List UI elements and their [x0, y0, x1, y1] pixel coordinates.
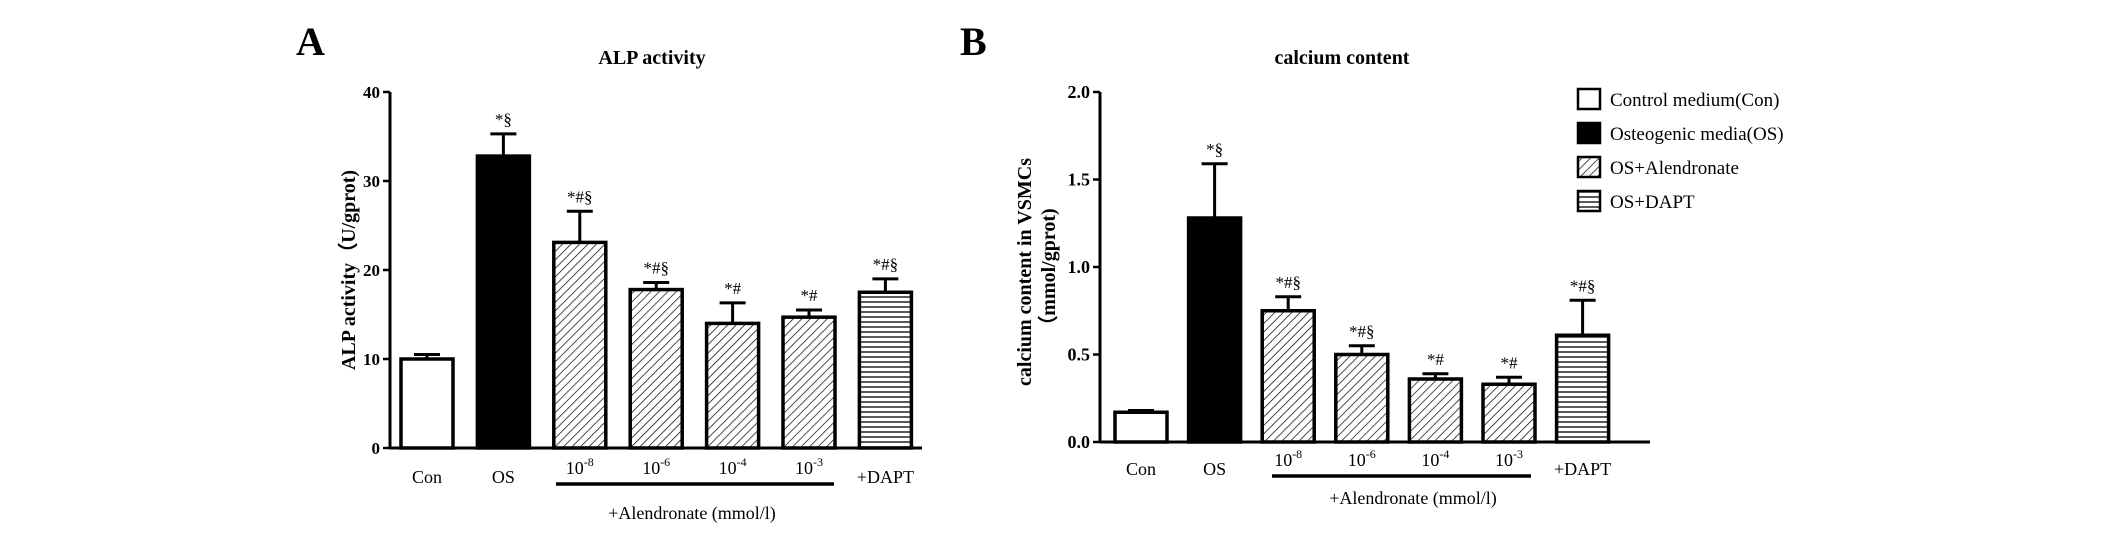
- chart-a-title: ALP activity: [598, 47, 705, 69]
- chart-b-title: calcium content: [1275, 47, 1410, 69]
- legend-swatch: [1576, 155, 1602, 179]
- chart-b-significance-label: *#§: [1570, 276, 1596, 295]
- chart-b-group-label: +Alendronate (mmol/l): [1329, 488, 1497, 509]
- chart-a-significance-label: *#§: [873, 255, 899, 274]
- chart-a-y-tick-label: 10: [363, 350, 380, 369]
- chart-a-category-label: Con: [412, 467, 442, 487]
- chart-b-bar: [1113, 410, 1169, 444]
- chart-b-ylabel-unit: （mmol/gprot): [1037, 208, 1060, 335]
- chart-a-category-label: 10-6: [642, 455, 670, 478]
- chart-b-category-label: 10-6: [1348, 447, 1376, 470]
- chart-b-significance-label: *§: [1206, 140, 1223, 159]
- chart-a-bar: [552, 240, 608, 450]
- chart-a-category-label: 10-4: [719, 455, 747, 478]
- legend-label: OS+DAPT: [1610, 192, 1695, 213]
- chart-a-significance-label: *#§: [567, 187, 593, 206]
- chart-b-bar: [1481, 382, 1537, 444]
- chart-a-category-label: 10-8: [566, 455, 594, 478]
- chart-b-bar: [1554, 333, 1611, 444]
- legend-swatch: [1576, 189, 1602, 213]
- chart-b-bar: [1334, 352, 1390, 444]
- chart-a-category-label: +DAPT: [857, 467, 914, 487]
- chart-b-significance-label: *#: [1501, 353, 1519, 372]
- chart-a-category-label: 10-3: [795, 455, 823, 478]
- chart-b-bar: [1260, 309, 1316, 444]
- chart-a-bar: [399, 357, 455, 450]
- chart-b-y-tick-label: 2.0: [1068, 82, 1091, 102]
- chart-b-category-label: +DAPT: [1554, 459, 1611, 479]
- chart-b-category-label: OS: [1203, 459, 1226, 479]
- chart-b-plot: 0.0 0.5 1.0 1.5 2.0 Con *§ OS *#§ 10-8 *#§ 10-6 *# 10…: [1068, 82, 1650, 479]
- chart-b-y-tick-label: 0.0: [1068, 432, 1091, 452]
- chart-a-ylabel: ALP activity（U/gprot): [337, 170, 360, 370]
- chart-a-category-label: OS: [492, 467, 515, 487]
- chart-a-bar: [704, 321, 761, 450]
- chart-a-y-tick-label: 30: [363, 172, 380, 191]
- chart-b-significance-label: *#: [1427, 350, 1445, 369]
- chart-a-significance-label: *#§: [643, 258, 669, 277]
- legend-swatch: [1576, 121, 1602, 145]
- chart-b-significance-label: *#§: [1275, 273, 1301, 292]
- chart-a-plot: 0 10 20 30 40 Con *§ OS *#§ 10-8 *#§ 10-6 *# 10-4 *# 10…: [363, 83, 922, 487]
- chart-a-significance-label: *#: [724, 279, 742, 298]
- chart-a-bar: [628, 287, 684, 450]
- chart-a-significance-label: *§: [495, 110, 512, 129]
- chart-b-category-label: Con: [1126, 459, 1156, 479]
- chart-a-group-label: +Alendronate (mmol/l): [608, 503, 776, 524]
- chart-a-bar: [475, 154, 532, 450]
- chart-a-y-tick-label: 20: [363, 261, 380, 280]
- chart-a-bar: [781, 315, 837, 450]
- chart-b-bar: [1186, 216, 1243, 444]
- chart-b-ylabel: calcium content in VSMCs: [1014, 158, 1036, 386]
- chart-b-legend: Control medium(Con) Osteogenic media(OS) O…: [1576, 87, 1784, 213]
- chart-a-bar: [857, 290, 914, 450]
- chart-a-y-tick-label: 0: [372, 439, 381, 458]
- legend-label: OS+Alendronate: [1610, 158, 1739, 179]
- chart-b-y-tick-label: 1.0: [1068, 257, 1091, 277]
- chart-b-y-tick-label: 0.5: [1068, 345, 1091, 365]
- chart-b-bar: [1407, 377, 1464, 444]
- legend-label: Control medium(Con): [1610, 90, 1779, 111]
- legend-swatch: [1576, 87, 1602, 111]
- panel-label-b: B: [960, 19, 987, 64]
- chart-b-y-tick-label: 1.5: [1068, 170, 1091, 190]
- panel-label-a: A: [296, 19, 325, 64]
- chart-a-y-tick-label: 40: [363, 83, 380, 102]
- legend-label: Osteogenic media(OS): [1610, 124, 1784, 145]
- chart-b-category-label: 10-4: [1421, 447, 1449, 470]
- chart-b-category-label: 10-8: [1274, 447, 1302, 470]
- chart-b-category-label: 10-3: [1495, 447, 1523, 470]
- chart-b-significance-label: *#§: [1349, 322, 1375, 341]
- chart-a-significance-label: *#: [801, 286, 819, 305]
